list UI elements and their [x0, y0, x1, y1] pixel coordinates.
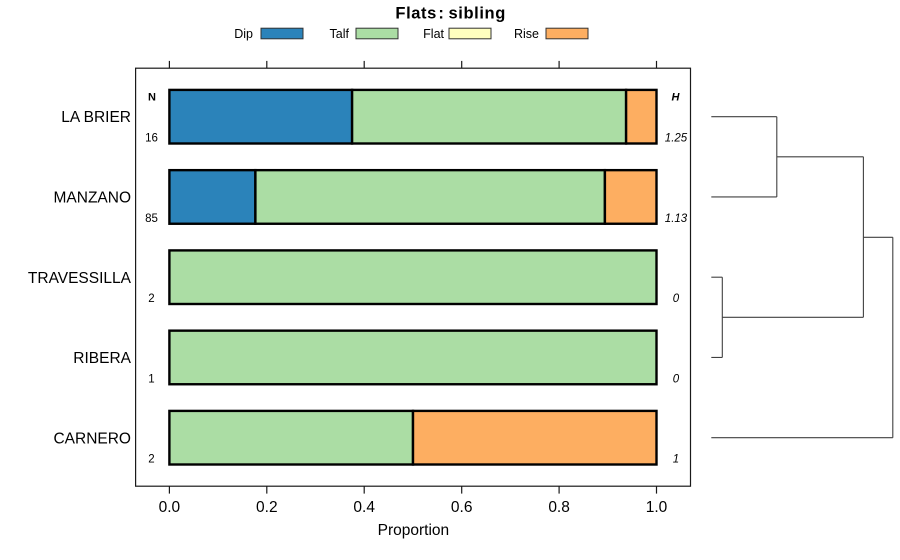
svg-text:1.13: 1.13: [665, 213, 688, 225]
svg-text:H: H: [672, 92, 681, 104]
svg-text:LA BRIER: LA BRIER: [61, 109, 131, 126]
svg-text:Flats:sibling: Flats: sibling: [395, 5, 506, 23]
svg-text:Talf: Talf: [330, 27, 350, 41]
svg-text:Dip: Dip: [234, 27, 253, 41]
svg-text:N: N: [148, 92, 156, 104]
svg-text:CARNERO: CARNERO: [53, 431, 131, 448]
svg-text:1.25: 1.25: [665, 133, 688, 145]
svg-text:0: 0: [673, 293, 680, 305]
svg-text:0.6: 0.6: [451, 499, 473, 516]
svg-text:2: 2: [148, 454, 154, 466]
svg-text:Rise: Rise: [514, 27, 539, 41]
svg-text:0.0: 0.0: [159, 499, 181, 516]
svg-text:0.4: 0.4: [353, 499, 375, 516]
svg-text:0.8: 0.8: [548, 499, 570, 516]
svg-text:Flat: Flat: [423, 27, 444, 41]
svg-text:2: 2: [148, 293, 154, 305]
svg-text:Proportion: Proportion: [378, 522, 450, 539]
svg-text:1: 1: [673, 454, 679, 466]
svg-text:0: 0: [673, 373, 680, 385]
svg-text:0.2: 0.2: [256, 499, 278, 516]
svg-text:1.0: 1.0: [646, 499, 668, 516]
svg-text:16: 16: [145, 133, 158, 145]
svg-text:MANZANO: MANZANO: [54, 190, 132, 207]
svg-text:85: 85: [145, 213, 158, 225]
svg-text:1: 1: [148, 373, 154, 385]
svg-text:RIBERA: RIBERA: [73, 350, 131, 367]
svg-text:TRAVESSILLA: TRAVESSILLA: [28, 270, 132, 287]
